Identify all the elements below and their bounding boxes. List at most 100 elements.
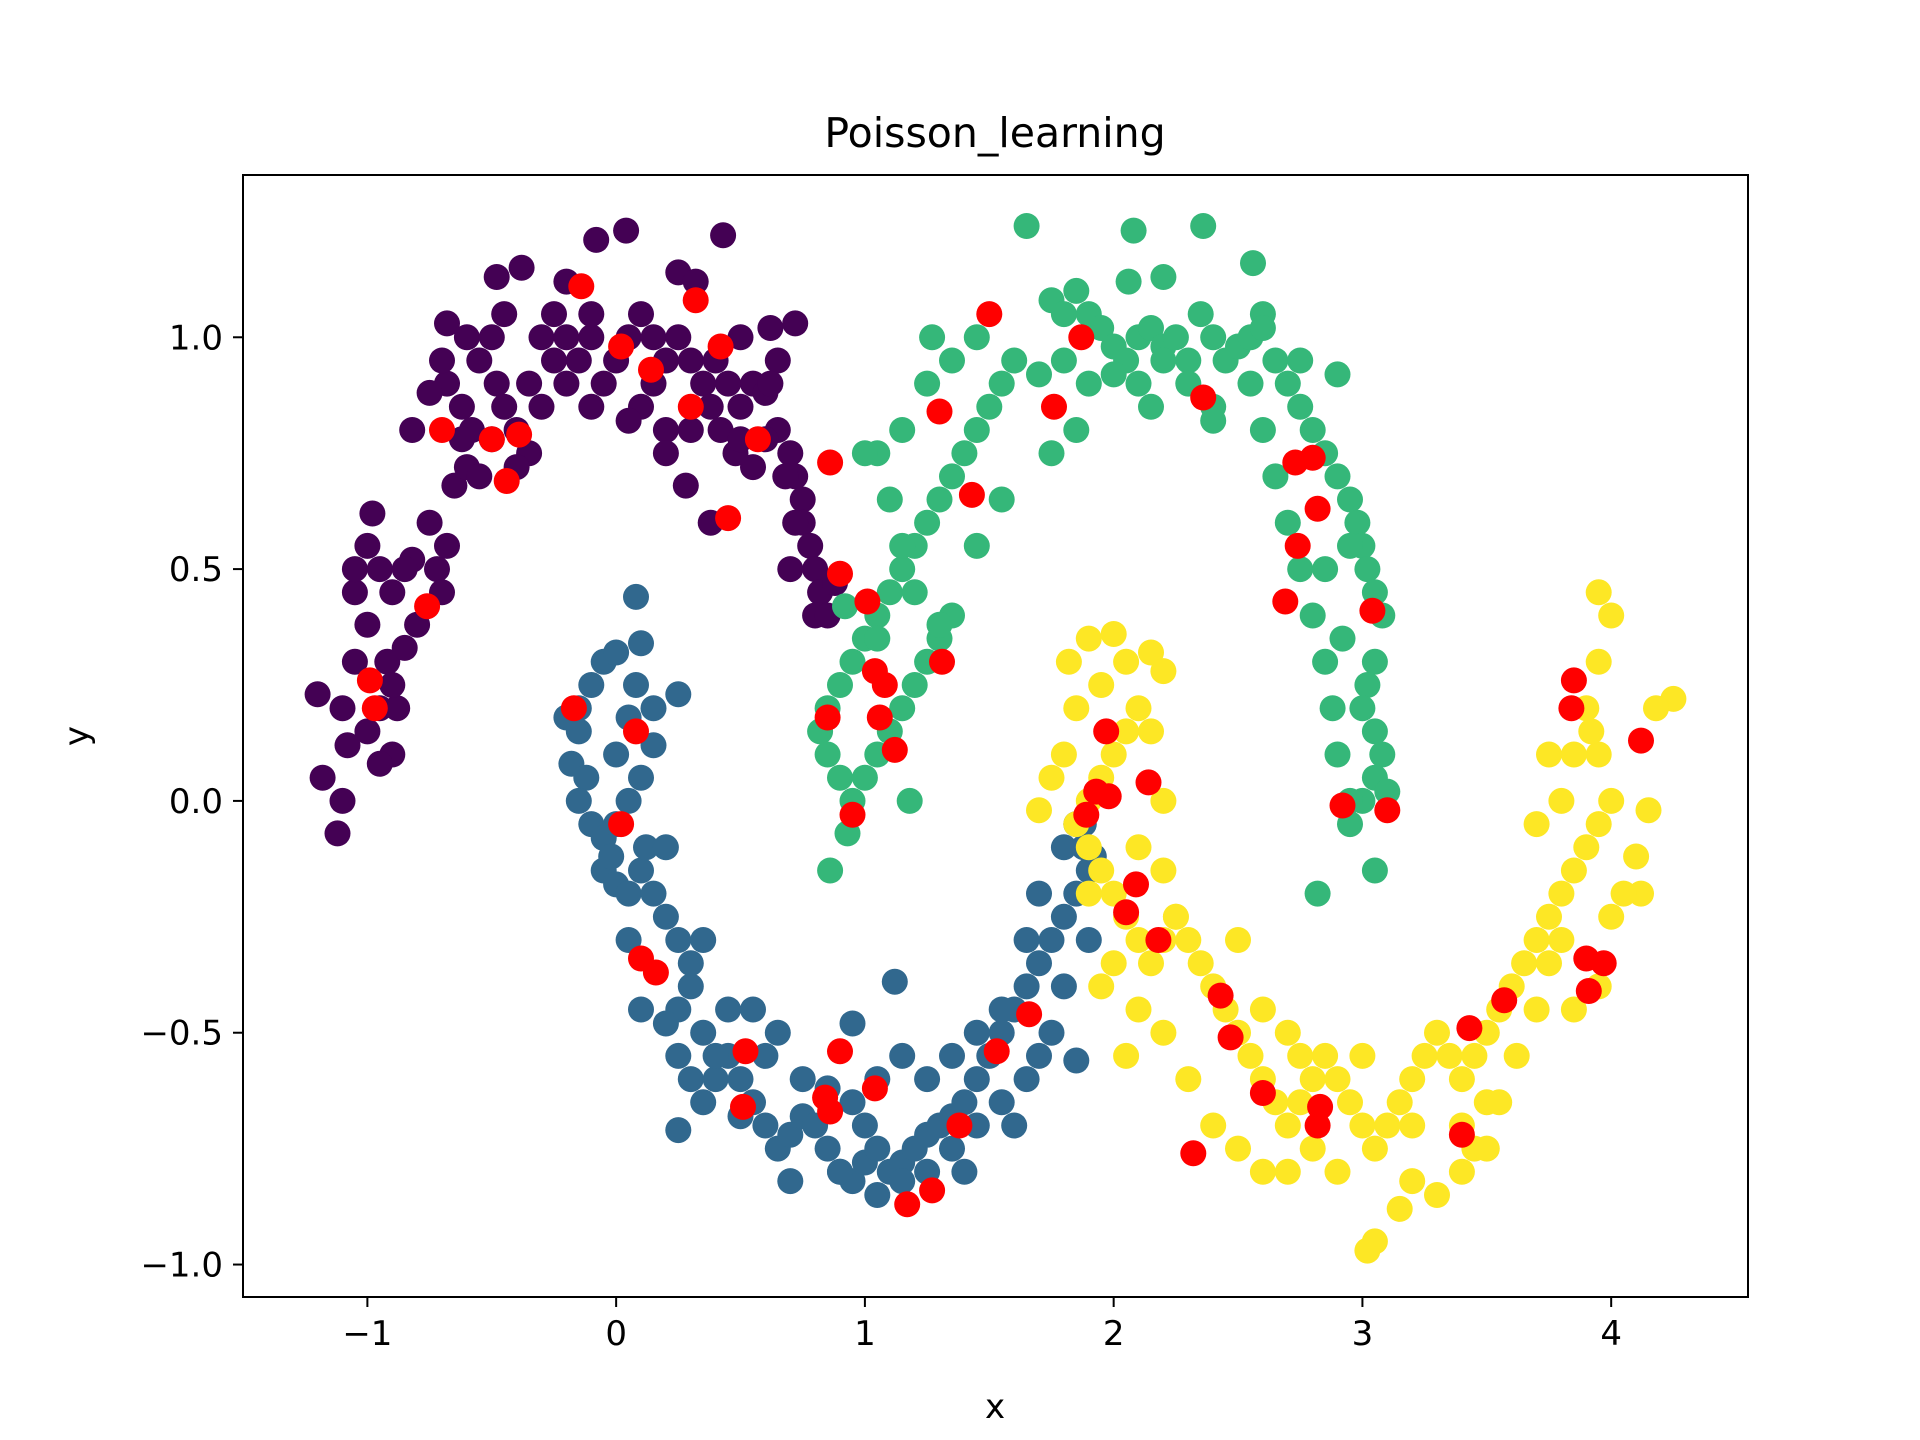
data-point: [1456, 1015, 1483, 1042]
data-point: [797, 532, 824, 559]
data-point: [1217, 1024, 1244, 1051]
data-point: [864, 1135, 891, 1162]
data-point: [1573, 834, 1600, 861]
data-point: [652, 417, 679, 443]
data-point: [628, 996, 654, 1023]
data-point: [1055, 648, 1082, 675]
data-point: [732, 1038, 759, 1065]
data-point: [1150, 857, 1177, 884]
data-point: [1150, 658, 1177, 685]
data-point: [1026, 361, 1052, 388]
y-tick-label: 1.0: [169, 318, 223, 358]
data-point: [1312, 648, 1339, 675]
data-point: [919, 324, 946, 351]
data-point: [951, 440, 978, 467]
data-point: [1100, 361, 1127, 388]
data-point: [1337, 1089, 1363, 1116]
data-point: [1448, 1158, 1475, 1185]
data-point: [528, 393, 555, 420]
data-point: [757, 370, 784, 397]
data-point: [764, 1019, 791, 1046]
data-point: [1038, 440, 1065, 467]
data-point: [1361, 857, 1388, 884]
data-point: [894, 1191, 921, 1218]
data-point: [1560, 741, 1587, 768]
data-point: [1511, 950, 1538, 977]
data-point: [772, 463, 799, 490]
data-point: [1207, 982, 1234, 1009]
data-point: [613, 217, 640, 244]
data-point: [963, 1066, 990, 1093]
data-point: [1125, 370, 1152, 397]
data-point: [727, 1066, 754, 1093]
data-point: [864, 625, 891, 652]
data-point: [1001, 347, 1028, 374]
data-point: [730, 1093, 756, 1120]
data-point: [1075, 880, 1102, 907]
data-point: [963, 417, 990, 443]
data-point: [1088, 973, 1115, 1000]
data-point: [1190, 213, 1217, 239]
data-point: [889, 556, 916, 583]
data-point: [814, 741, 841, 768]
plot-frame: [242, 174, 1749, 1298]
data-point: [528, 324, 555, 351]
data-point: [1312, 556, 1339, 583]
data-point: [1344, 509, 1371, 536]
data-point: [851, 1112, 878, 1139]
data-point: [1473, 1135, 1500, 1162]
data-point: [1100, 950, 1127, 977]
y-tick-label: 0.5: [169, 550, 223, 590]
data-point: [1135, 769, 1162, 796]
data-point: [1354, 672, 1381, 698]
data-point: [1399, 1066, 1426, 1093]
data-point: [1038, 764, 1065, 791]
data-point: [1590, 950, 1617, 977]
data-point: [1249, 1080, 1276, 1106]
data-point: [1324, 741, 1351, 768]
data-point: [1088, 315, 1115, 341]
data-point: [1125, 927, 1152, 953]
data-point: [1536, 741, 1562, 768]
data-point: [777, 1121, 804, 1148]
data-point: [1369, 741, 1396, 768]
x-tick-label: 0: [605, 1314, 627, 1354]
data-point: [1560, 667, 1587, 694]
data-point: [1503, 1042, 1530, 1069]
data-point: [782, 310, 809, 337]
data-point: [665, 324, 692, 351]
data-point: [988, 1089, 1015, 1116]
data-point: [478, 426, 505, 453]
data-point: [652, 834, 679, 861]
data-point: [1448, 1121, 1475, 1148]
data-point: [1190, 384, 1217, 411]
data-point: [715, 505, 742, 532]
data-point: [1050, 834, 1077, 861]
data-point: [951, 1158, 978, 1185]
data-point: [1240, 250, 1266, 277]
data-point: [638, 356, 664, 383]
data-point: [568, 273, 595, 300]
data-point: [963, 1019, 990, 1046]
data-point: [379, 672, 406, 698]
data-point: [1359, 597, 1386, 624]
data-point: [1200, 407, 1227, 434]
data-point: [615, 407, 642, 434]
data-point: [839, 1010, 866, 1037]
data-point: [615, 787, 642, 814]
data-point: [1138, 639, 1164, 666]
data-point: [1274, 1112, 1301, 1139]
data-point: [744, 426, 771, 453]
data-point: [715, 996, 742, 1023]
data-point: [1063, 1047, 1090, 1074]
data-point: [1050, 903, 1077, 930]
data-point: [1287, 393, 1314, 420]
data-point: [1026, 797, 1052, 824]
data-points: [304, 213, 1687, 1264]
data-point: [832, 593, 858, 620]
data-point: [448, 426, 475, 453]
x-tick-label: 1: [854, 1314, 876, 1354]
data-point: [963, 532, 990, 559]
data-point: [623, 583, 649, 610]
